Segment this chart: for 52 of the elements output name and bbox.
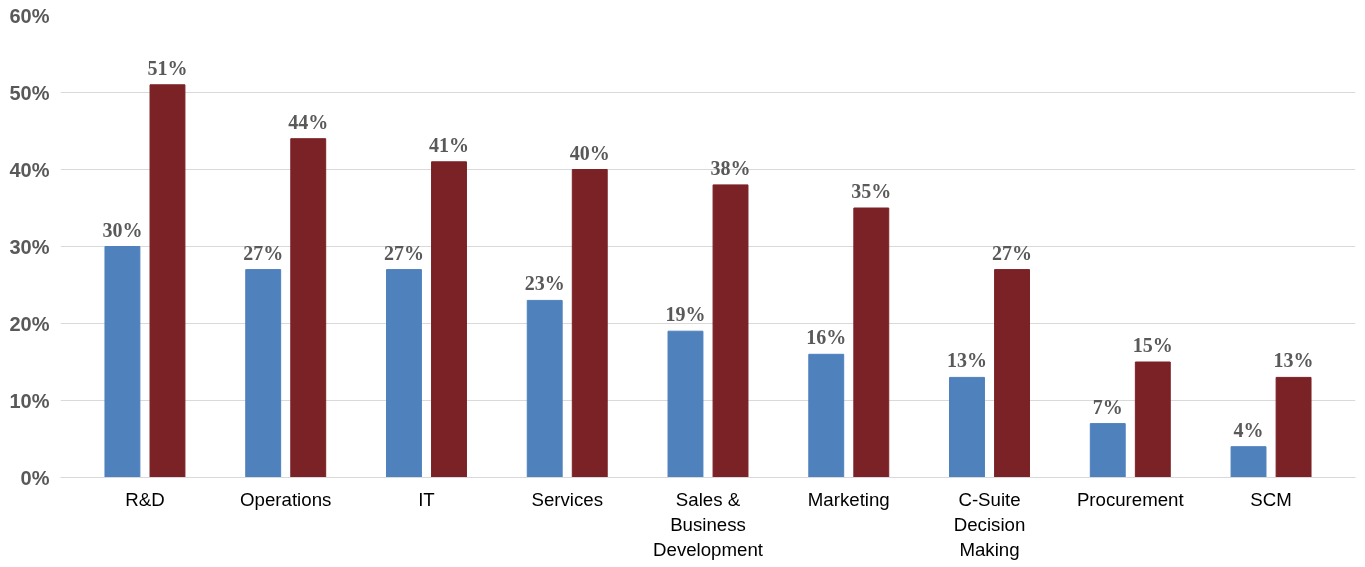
- x-tick-label: Sales & Business Development: [653, 488, 764, 560]
- data-label: 35%: [851, 180, 892, 202]
- x-tick-label: Marketing: [807, 488, 890, 510]
- y-tick-label: 0%: [20, 466, 50, 489]
- bar: [526, 299, 563, 478]
- data-label: 40%: [569, 141, 610, 164]
- x-tick-label: Operations: [240, 488, 332, 510]
- data-label: 15%: [1132, 334, 1173, 356]
- x-tick-label: R&D: [125, 488, 165, 510]
- bar: [1275, 376, 1312, 478]
- y-tick-label: 30%: [9, 235, 50, 258]
- data-label: 30%: [102, 218, 143, 241]
- data-label: 23%: [524, 272, 565, 295]
- data-label: 27%: [992, 241, 1033, 264]
- bar: [667, 330, 704, 478]
- data-label: 7%: [1092, 395, 1123, 418]
- y-tick-label: 40%: [9, 158, 50, 181]
- bar: [712, 184, 749, 478]
- x-tick-label: C-Suite Decision Making: [953, 488, 1026, 560]
- data-label: 27%: [383, 241, 424, 264]
- y-tick-label: 50%: [9, 81, 50, 104]
- bar: [245, 269, 282, 478]
- data-label: 13%: [947, 349, 987, 372]
- y-tick-label: 20%: [9, 312, 50, 335]
- bar: [1134, 361, 1171, 478]
- bar: [994, 269, 1030, 478]
- data-label: 16%: [806, 326, 847, 349]
- data-label: 51%: [147, 56, 188, 79]
- data-label: 41%: [429, 133, 469, 156]
- y-tick-label: 10%: [9, 389, 50, 412]
- data-label: 13%: [1273, 349, 1314, 372]
- bar: [853, 207, 890, 478]
- x-tick-label: Procurement: [1076, 488, 1185, 510]
- bar: [104, 246, 141, 478]
- x-tick-label: Services: [531, 488, 604, 510]
- bar: [290, 138, 327, 478]
- bar: [949, 376, 985, 478]
- data-label: 4%: [1233, 418, 1264, 441]
- y-tick-label: 60%: [9, 4, 50, 27]
- bar: [1230, 446, 1267, 478]
- bar: [431, 161, 467, 478]
- x-tick-label: IT: [418, 488, 435, 510]
- x-tick-label: SCM: [1250, 488, 1292, 510]
- bar: [149, 84, 186, 478]
- bar: [808, 353, 845, 478]
- data-label: 38%: [710, 156, 751, 179]
- bar: [386, 269, 422, 478]
- bar: [1089, 423, 1126, 478]
- data-label: 44%: [288, 110, 329, 133]
- data-label: 27%: [243, 241, 284, 264]
- bar: [571, 169, 608, 478]
- data-label: 19%: [665, 303, 706, 326]
